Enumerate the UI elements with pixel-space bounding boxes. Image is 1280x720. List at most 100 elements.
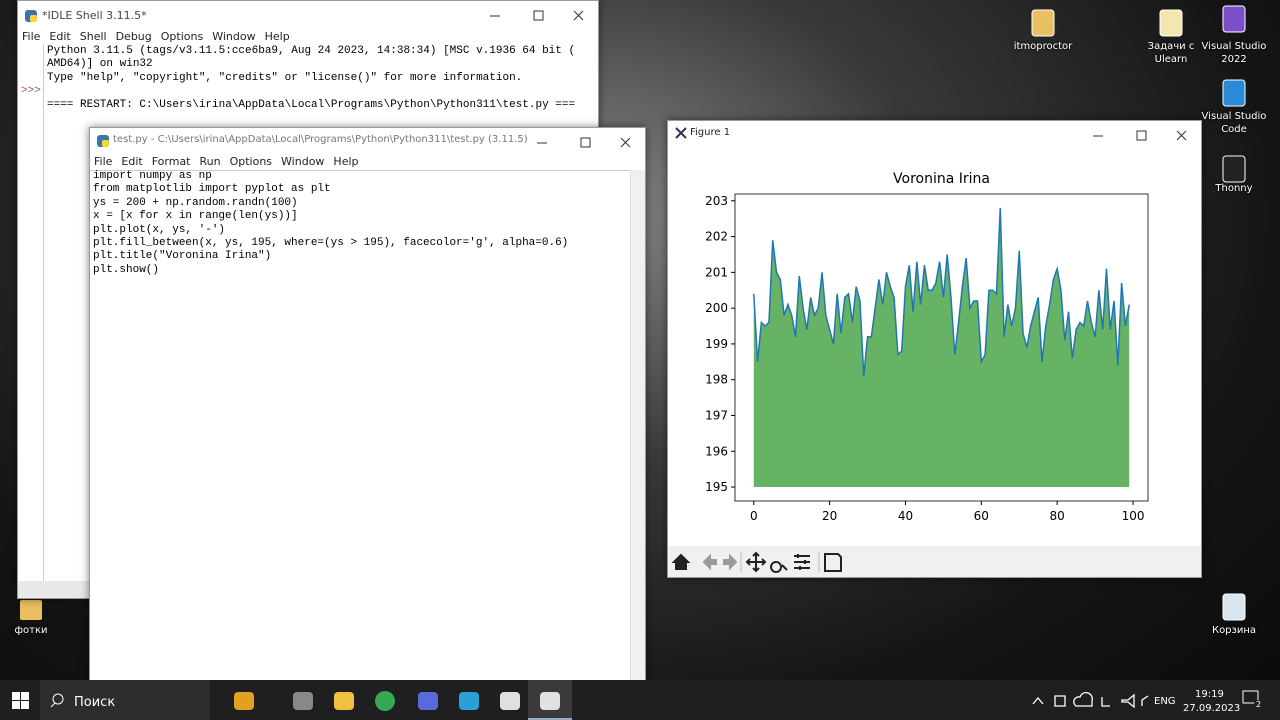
icon <box>675 127 687 139</box>
icon[interactable] <box>232 690 256 712</box>
menu-bar: File Edit Format Run Options Window Help <box>94 155 368 168</box>
tray-icon[interactable] <box>1054 695 1066 707</box>
menu-item[interactable]: Help <box>333 155 359 168</box>
editor-text-border <box>90 170 630 688</box>
notification-button[interactable]: 2 <box>1240 688 1266 712</box>
code-line: x = [x for x in range(len(ys))] <box>93 210 298 223</box>
window-title: *IDLE Shell 3.11.5* <box>42 9 147 22</box>
scrollbar <box>630 170 645 687</box>
x-tick-label: 80 <box>1050 509 1065 523</box>
desktop-icon <box>1222 5 1246 33</box>
icon <box>97 135 109 147</box>
taskbar-app <box>418 692 438 710</box>
icon[interactable] <box>373 690 397 712</box>
back-button[interactable] <box>702 553 717 571</box>
icon[interactable] <box>1157 8 1185 38</box>
code-line: plt.show() <box>93 263 160 276</box>
menu-item[interactable]: Options <box>229 155 273 168</box>
icon[interactable] <box>1220 154 1248 184</box>
desktop-icon-label[interactable]: Задачи с Ulearn <box>1147 41 1195 65</box>
data-line <box>753 207 1130 377</box>
menu-item[interactable]: Edit <box>49 30 71 43</box>
taskbar: Поиск ENG 19:19 27.09.2023 2 <box>0 680 1280 720</box>
home-button[interactable] <box>671 553 691 570</box>
x-tick-label: 100 <box>1122 509 1145 523</box>
menu-item[interactable]: Window <box>281 155 325 168</box>
clock-date[interactable]: 27.09.2023 <box>1183 703 1241 714</box>
close-button[interactable] <box>1176 130 1187 141</box>
icon <box>1093 130 1187 141</box>
close-button[interactable] <box>620 137 631 148</box>
menu-item[interactable]: File <box>94 155 113 168</box>
desktop-icon <box>1222 593 1246 621</box>
desktop-icon <box>1159 9 1183 37</box>
maximize-button[interactable] <box>1136 130 1147 141</box>
shell-output: Type "help", "copyright", "credits" or "… <box>47 71 523 84</box>
pan-button[interactable] <box>745 551 767 573</box>
icon <box>25 10 37 22</box>
menu-item[interactable]: Edit <box>121 155 143 168</box>
close-button[interactable] <box>573 10 584 21</box>
menu-item[interactable]: Format <box>151 155 191 168</box>
icon[interactable] <box>498 690 522 712</box>
icon <box>1032 692 1149 709</box>
maximize-button[interactable] <box>580 137 591 148</box>
chart-title: Voronina Irina <box>893 171 990 187</box>
fill-area <box>753 207 1130 488</box>
icon[interactable] <box>416 690 440 712</box>
code-line: plt.plot(x, ys, '-') <box>93 223 226 236</box>
icon[interactable] <box>12 692 30 710</box>
tray-icon[interactable] <box>1101 697 1110 707</box>
icon[interactable] <box>332 690 356 712</box>
icon <box>490 10 584 21</box>
desktop-icon-label[interactable]: фотки <box>14 625 48 636</box>
search-box[interactable]: Поиск <box>40 680 210 720</box>
python-icon <box>30 15 37 22</box>
menu-item[interactable]: Debug <box>115 30 152 43</box>
zoom-button[interactable] <box>770 561 788 573</box>
title-bar: Figure 1 <box>668 121 1201 151</box>
x-tick-label: 60 <box>974 509 989 523</box>
taskbar-app <box>334 692 354 710</box>
desktop-icon-label[interactable]: Visual Studio Code <box>1201 111 1267 135</box>
menu-item[interactable]: Window <box>212 30 256 43</box>
tray-icon[interactable] <box>1141 695 1149 706</box>
icon[interactable] <box>538 690 562 712</box>
icon[interactable] <box>1220 78 1248 108</box>
menu-item[interactable]: Shell <box>79 30 107 43</box>
menu-item[interactable]: Options <box>160 30 204 43</box>
title-bar: test.py - C:\Users\irina\AppData\Local\P… <box>90 128 645 158</box>
desktop-icon-label[interactable]: itmoproctor <box>1013 41 1073 52</box>
shell-output: Python 3.11.5 (tags/v3.11.5:cce6ba9, Aug… <box>47 45 576 57</box>
tray-icon[interactable] <box>1032 696 1044 705</box>
shell-output: AMD64)] on win32 <box>47 58 153 71</box>
menu-item[interactable]: Help <box>264 30 290 43</box>
icon <box>537 137 631 148</box>
desktop-icon-label[interactable]: Корзина <box>1211 625 1257 636</box>
icon[interactable] <box>1220 592 1248 622</box>
icon[interactable] <box>291 690 315 712</box>
maximize-button[interactable] <box>533 10 544 21</box>
configure-button[interactable] <box>794 554 810 570</box>
language[interactable]: ENG <box>1154 696 1176 707</box>
icon[interactable] <box>1029 8 1057 38</box>
icon[interactable] <box>457 690 481 712</box>
code-line: plt.title("Voronina Irina") <box>93 250 272 263</box>
taskbar-app <box>234 692 254 710</box>
tray-icon[interactable] <box>1073 692 1093 707</box>
code-line: ys = 200 + np.random.randn(100) <box>93 196 298 209</box>
python-icon <box>102 140 109 147</box>
desktop-icon-label[interactable]: Visual Studio 2022 <box>1201 41 1267 65</box>
shell-prompt: >>> <box>21 85 41 97</box>
editor-window: test.py - C:\Users\irina\AppData\Local\P… <box>89 127 646 689</box>
menu-item[interactable]: File <box>22 30 41 43</box>
forward-button[interactable] <box>723 553 738 571</box>
save-button[interactable] <box>824 553 842 572</box>
tray-icon[interactable] <box>1121 693 1135 709</box>
desktop-icon-label[interactable]: Thonny <box>1215 183 1253 194</box>
icon[interactable] <box>1220 4 1248 34</box>
menu-item[interactable]: Run <box>199 155 221 168</box>
clock-time[interactable]: 19:19 <box>1195 689 1224 700</box>
code-line: from matplotlib import pyplot as plt <box>93 183 331 196</box>
